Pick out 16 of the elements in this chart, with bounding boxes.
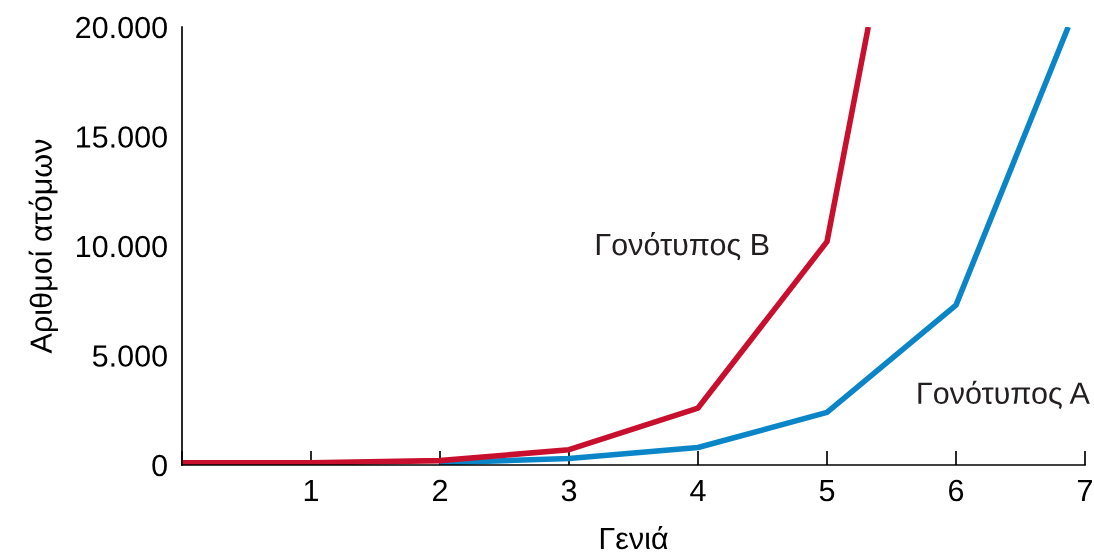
x-tick-label: 2 bbox=[433, 479, 447, 502]
series-label: Γονότυπος B bbox=[596, 232, 769, 261]
series-label: Γονότυπος A bbox=[918, 380, 1090, 409]
y-tick-label: 0 bbox=[152, 454, 167, 477]
y-axis-title: Αριθμοί ατόμων bbox=[28, 139, 58, 354]
y-tick-label: 20.000 bbox=[76, 16, 167, 39]
x-axis-title: Γενιά bbox=[600, 525, 668, 550]
y-tick-label: 5.000 bbox=[92, 345, 167, 367]
y-tick-label: 10.000 bbox=[76, 235, 167, 258]
x-tick-label: 5 bbox=[819, 480, 835, 502]
x-tick-label: 1 bbox=[304, 480, 319, 502]
x-tick-label: 4 bbox=[690, 480, 706, 502]
y-tick-label: 15.000 bbox=[76, 126, 167, 148]
x-tick-label: 3 bbox=[561, 479, 577, 502]
x-tick-label: 6 bbox=[949, 479, 964, 502]
x-tick-label: 7 bbox=[1078, 480, 1092, 502]
